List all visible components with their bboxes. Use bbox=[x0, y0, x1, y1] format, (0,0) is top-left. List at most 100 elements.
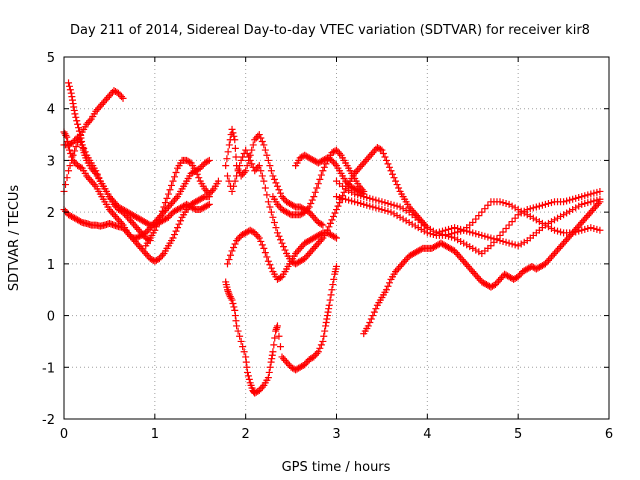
data-point bbox=[505, 273, 513, 281]
data-point bbox=[340, 188, 348, 196]
data-point bbox=[137, 216, 145, 224]
data-point bbox=[98, 100, 106, 108]
data-point bbox=[323, 312, 331, 320]
data-point bbox=[460, 226, 468, 234]
data-point bbox=[96, 102, 104, 110]
data-point bbox=[520, 209, 528, 217]
data-point bbox=[457, 237, 465, 245]
data-point bbox=[584, 212, 592, 220]
data-point bbox=[463, 261, 471, 269]
data-point bbox=[305, 203, 313, 211]
data-point bbox=[62, 131, 70, 139]
data-point bbox=[502, 238, 510, 246]
data-point bbox=[145, 225, 153, 233]
series-track-e bbox=[60, 156, 213, 242]
series-track-f bbox=[142, 156, 222, 250]
data-point bbox=[314, 159, 322, 167]
x-tick-label: 4 bbox=[423, 427, 431, 442]
data-point bbox=[499, 199, 507, 207]
data-point bbox=[529, 263, 537, 271]
data-point bbox=[242, 358, 250, 366]
data-point bbox=[192, 198, 200, 206]
data-point bbox=[166, 201, 174, 209]
data-point bbox=[73, 117, 81, 125]
data-point bbox=[240, 348, 248, 356]
data-point bbox=[496, 237, 504, 245]
data-point bbox=[355, 164, 363, 172]
data-point bbox=[139, 217, 147, 225]
data-point bbox=[108, 196, 116, 204]
data-point bbox=[575, 202, 583, 210]
chart-title: Day 211 of 2014, Sidereal Day-to-day VTE… bbox=[70, 23, 590, 38]
data-point bbox=[443, 243, 451, 251]
x-axis-label: GPS time / hours bbox=[282, 460, 391, 475]
data-point bbox=[283, 208, 291, 216]
data-point bbox=[317, 236, 325, 244]
data-point bbox=[361, 157, 369, 165]
data-point bbox=[230, 182, 238, 190]
data-point bbox=[228, 187, 236, 195]
data-point bbox=[72, 113, 80, 121]
data-point bbox=[329, 212, 337, 220]
data-point bbox=[578, 193, 586, 201]
data-point bbox=[396, 262, 404, 270]
data-point bbox=[198, 205, 206, 213]
data-point bbox=[111, 87, 119, 95]
data-point bbox=[381, 153, 389, 161]
data-point bbox=[587, 208, 595, 216]
data-point bbox=[127, 217, 135, 225]
data-point bbox=[529, 214, 537, 222]
x-tick-label: 0 bbox=[60, 427, 68, 442]
data-point bbox=[569, 195, 577, 203]
data-point bbox=[110, 87, 118, 95]
series-track-p bbox=[432, 195, 604, 250]
data-point bbox=[475, 212, 483, 220]
data-point bbox=[438, 227, 446, 235]
data-point bbox=[298, 153, 306, 161]
data-point bbox=[180, 202, 188, 210]
data-point bbox=[174, 224, 182, 232]
data-point bbox=[110, 211, 118, 219]
data-point bbox=[331, 160, 339, 168]
data-point bbox=[276, 274, 284, 282]
data-point bbox=[528, 262, 536, 270]
data-point bbox=[478, 208, 486, 216]
data-point bbox=[242, 146, 250, 154]
data-point bbox=[576, 220, 584, 228]
data-point bbox=[316, 237, 324, 245]
data-point bbox=[326, 231, 334, 239]
data-point bbox=[263, 253, 271, 261]
data-point bbox=[541, 221, 549, 229]
data-point bbox=[137, 231, 145, 239]
data-point bbox=[325, 223, 333, 231]
data-point bbox=[228, 296, 236, 304]
data-point bbox=[395, 184, 403, 192]
data-point bbox=[467, 266, 475, 274]
data-point bbox=[130, 220, 138, 228]
data-point bbox=[302, 152, 310, 160]
data-point bbox=[302, 253, 310, 261]
data-point bbox=[260, 244, 268, 252]
data-point bbox=[532, 216, 540, 224]
data-marks bbox=[60, 79, 604, 397]
data-point bbox=[475, 275, 483, 283]
data-point bbox=[65, 79, 73, 87]
data-point bbox=[295, 258, 303, 266]
data-point bbox=[310, 244, 318, 252]
data-point bbox=[390, 210, 398, 218]
data-point bbox=[66, 86, 74, 94]
data-point bbox=[243, 150, 251, 158]
data-point bbox=[311, 243, 319, 251]
data-point bbox=[342, 185, 350, 193]
data-point bbox=[62, 207, 70, 215]
data-point bbox=[284, 199, 292, 207]
data-point bbox=[115, 203, 122, 211]
data-point bbox=[224, 260, 231, 268]
data-point bbox=[363, 193, 371, 201]
data-point bbox=[384, 160, 392, 168]
data-point bbox=[563, 209, 571, 217]
data-point bbox=[469, 218, 477, 226]
data-point bbox=[225, 256, 233, 264]
data-point bbox=[232, 153, 240, 161]
data-point bbox=[305, 356, 313, 364]
